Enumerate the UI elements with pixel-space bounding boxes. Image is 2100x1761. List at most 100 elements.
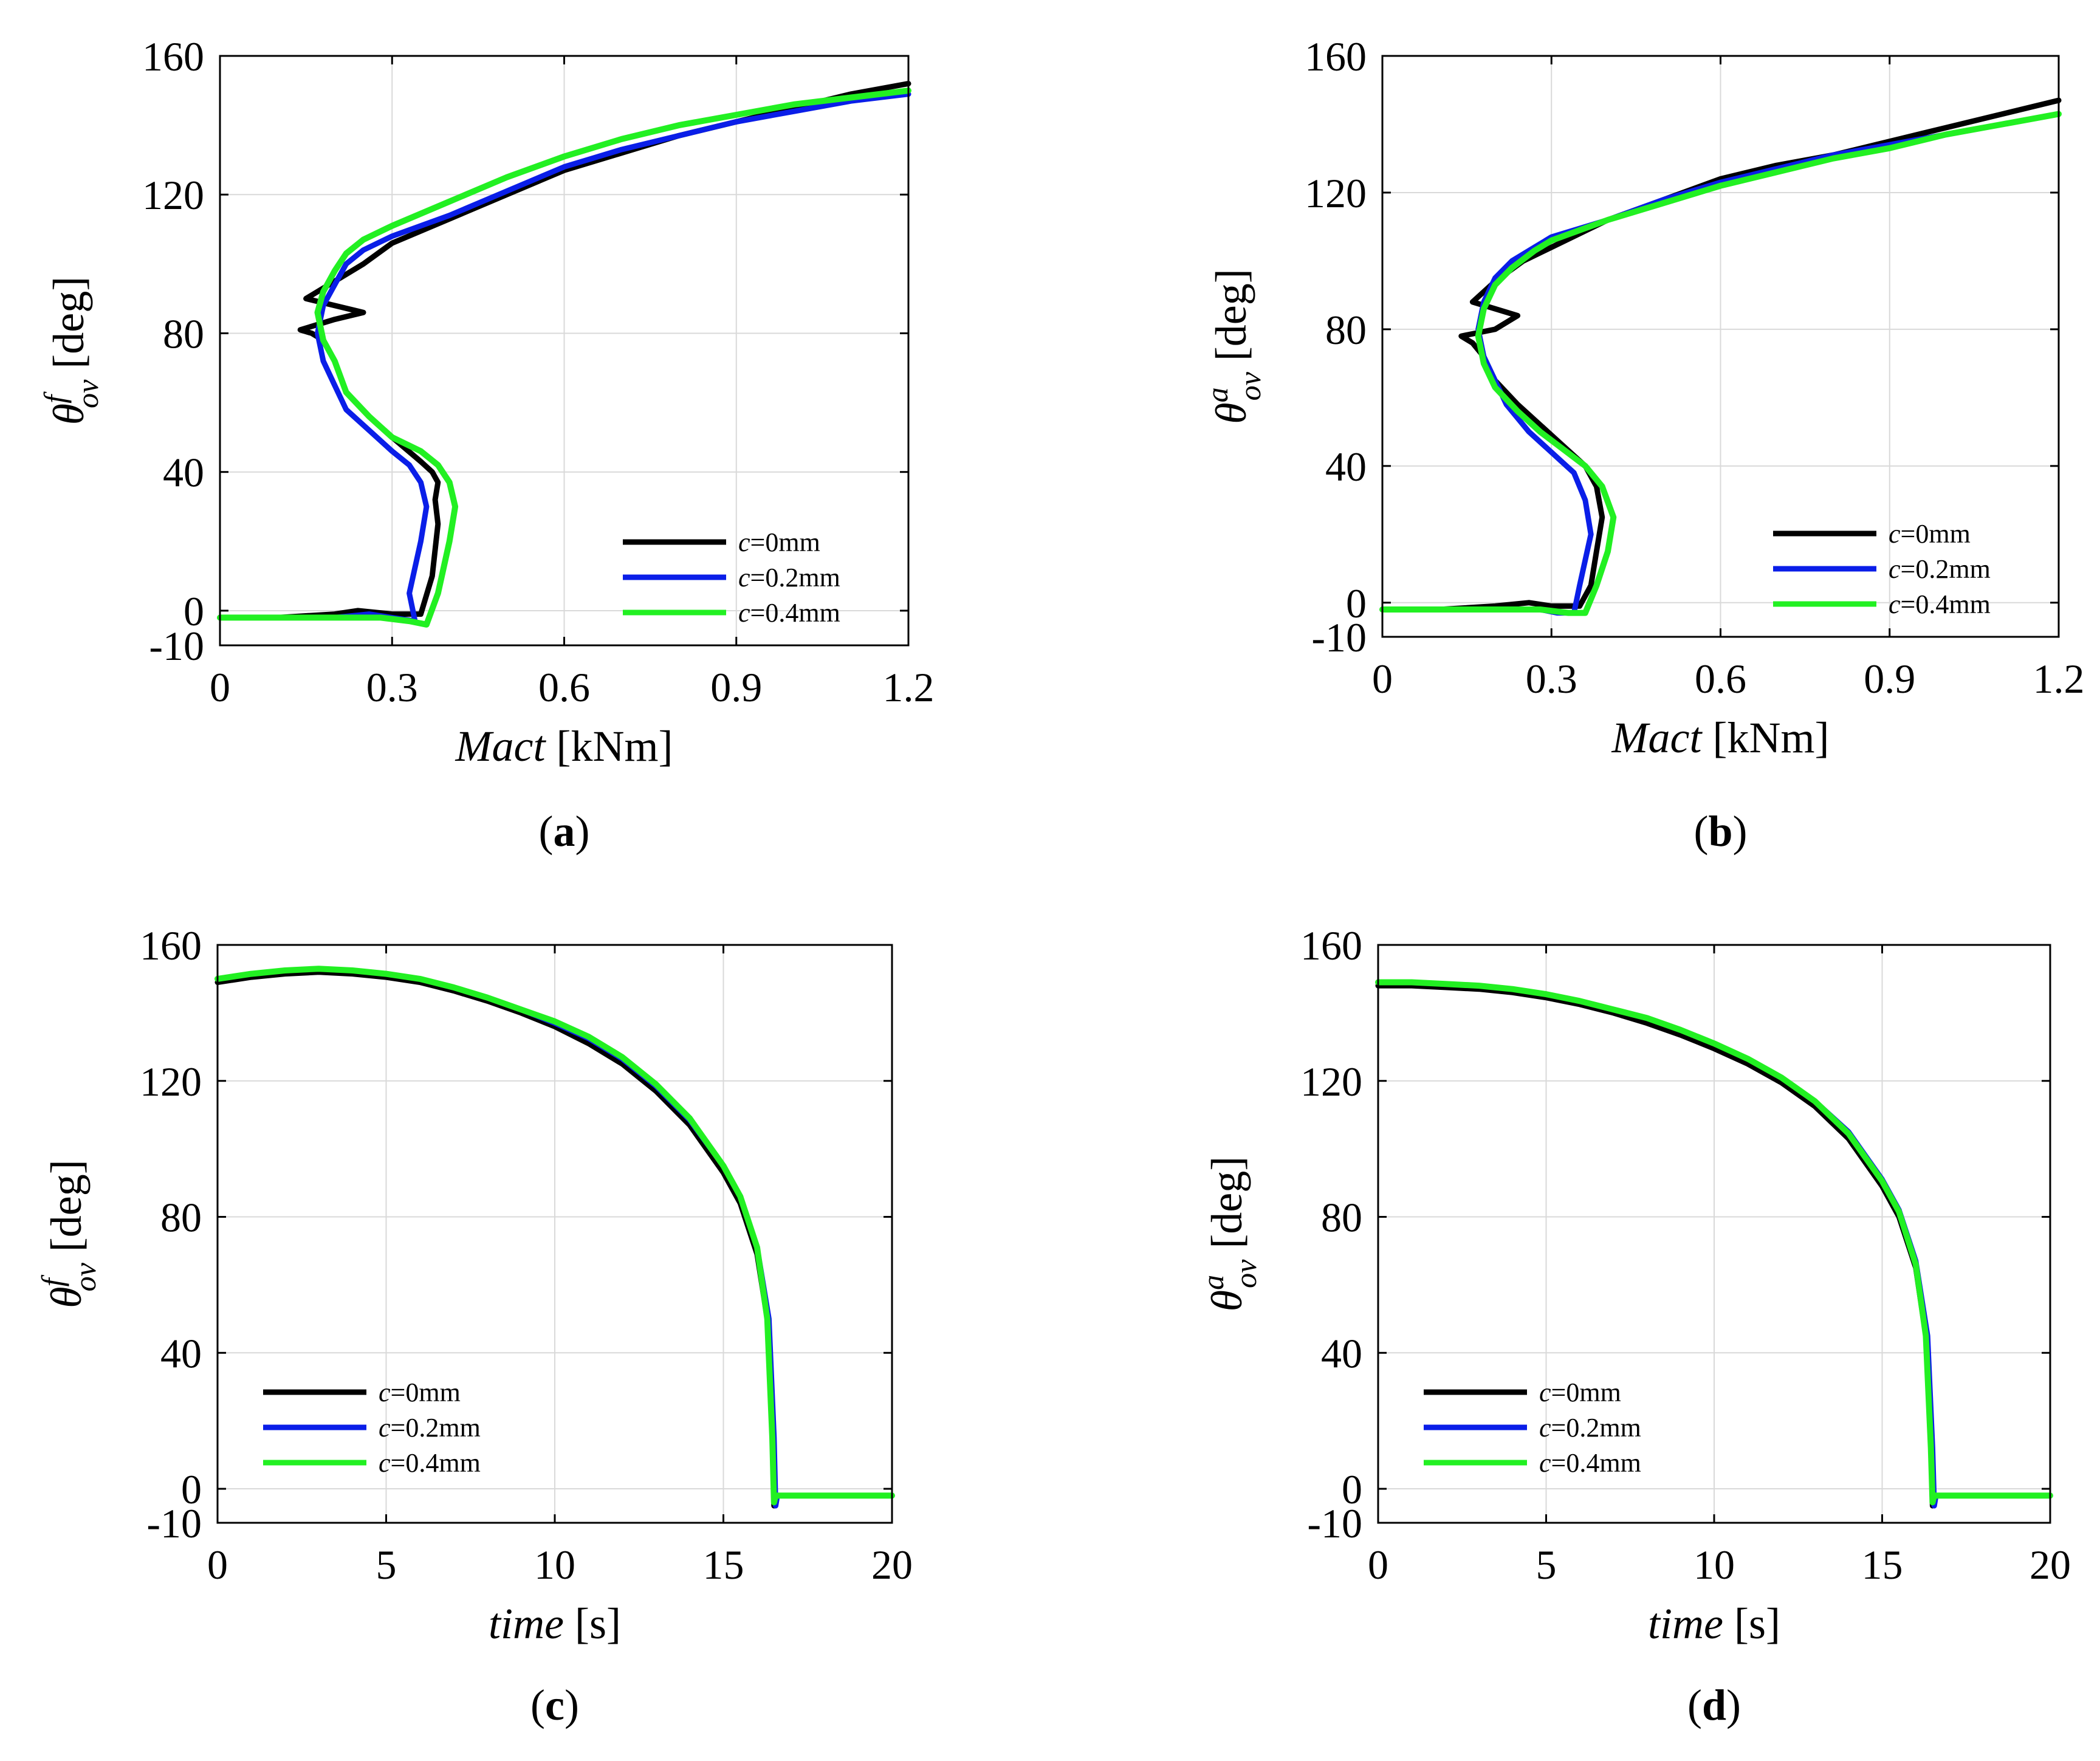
panel-caption-letter: d bbox=[1702, 1681, 1726, 1729]
legend-label-1: c=0mm bbox=[379, 1378, 461, 1407]
x-tick-label: 0 bbox=[1368, 1542, 1388, 1588]
x-tick-label: 20 bbox=[2030, 1542, 2071, 1588]
legend-label-value: =0.2mm bbox=[1551, 1413, 1641, 1443]
x-axis-label-unit: [s] bbox=[1723, 1599, 1780, 1648]
y-axis-label-superscript: a bbox=[1196, 1275, 1230, 1290]
x-axis-label: Mact [kNm] bbox=[455, 722, 673, 771]
y-axis-label-unit: [deg] bbox=[42, 1159, 91, 1263]
legend-label-var: c bbox=[1539, 1378, 1551, 1407]
legend-label-2: c=0.2mm bbox=[379, 1413, 481, 1443]
y-tick-label: 0 bbox=[181, 1466, 202, 1512]
legend-label-var: c bbox=[738, 598, 750, 628]
panel-caption: (a) bbox=[539, 807, 590, 856]
x-tick-label: 5 bbox=[1536, 1542, 1557, 1588]
y-axis-label-subscript: ov bbox=[68, 1262, 102, 1291]
x-tick-label: 0.3 bbox=[1526, 656, 1577, 702]
x-axis-label-unit: [kNm] bbox=[1701, 713, 1829, 762]
legend-label-value: =0mm bbox=[1901, 519, 1971, 549]
y-axis-label: θaov [deg] bbox=[1196, 1156, 1263, 1312]
legend-label-var: c bbox=[1539, 1413, 1551, 1443]
x-axis-label: Mact [kNm] bbox=[1611, 713, 1830, 762]
x-tick-label: 0 bbox=[1372, 656, 1393, 702]
x-tick-label: 0.3 bbox=[366, 664, 418, 710]
panel-caption: (d) bbox=[1687, 1681, 1741, 1729]
x-axis-label-name: Mact bbox=[1611, 713, 1703, 762]
panel-caption-open: ( bbox=[1693, 807, 1708, 856]
legend-label-value: =0.2mm bbox=[750, 563, 840, 592]
legend-label-value: =0.2mm bbox=[391, 1413, 481, 1443]
legend-label-1: c=0mm bbox=[1539, 1378, 1621, 1407]
y-tick-label: 40 bbox=[1325, 444, 1367, 490]
y-axis-label-symbol: θ bbox=[1203, 1290, 1251, 1311]
y-axis-label-unit: [deg] bbox=[44, 276, 93, 380]
x-tick-label: 10 bbox=[534, 1542, 575, 1588]
y-tick-label: 0 bbox=[184, 588, 204, 634]
y-axis-label-unit: [deg] bbox=[1207, 269, 1255, 372]
y-tick-label: 40 bbox=[160, 1330, 202, 1376]
chart-panel-b: 0 0.3 0.6 0.9 1.2 -100 40 80 120 160 Mact [kNm] θao… bbox=[1200, 33, 2085, 856]
x-tick-label: 1.2 bbox=[883, 664, 935, 710]
panel-caption-close: ) bbox=[564, 1681, 579, 1729]
y-axis-label-symbol: θ bbox=[44, 403, 93, 425]
panel-caption-close: ) bbox=[1726, 1681, 1741, 1729]
y-tick-label: 0 bbox=[1342, 1466, 1362, 1512]
x-tick-label: 1.2 bbox=[2033, 656, 2085, 702]
panel-caption-letter: c bbox=[545, 1681, 564, 1729]
y-axis-label-symbol: θ bbox=[42, 1286, 91, 1308]
y-tick-label: 80 bbox=[163, 311, 204, 357]
y-axis-label-symbol: θ bbox=[1207, 402, 1255, 424]
x-tick-label: 5 bbox=[376, 1542, 397, 1588]
panel-caption-letter: b bbox=[1708, 807, 1732, 856]
panel-caption-open: ( bbox=[1687, 1681, 1702, 1729]
legend-label-var: c bbox=[1889, 589, 1901, 619]
chart-panel-d: 0 5 10 15 20 -100 40 80 120 160 time [s] θaov [deg]… bbox=[1196, 922, 2071, 1729]
legend-label-value: =0.4mm bbox=[750, 598, 840, 628]
y-axis-label-subscript: ov bbox=[1229, 1259, 1263, 1288]
panel-caption: (c) bbox=[530, 1681, 579, 1729]
y-tick-label: 160 bbox=[142, 33, 204, 80]
y-tick-label: 40 bbox=[1321, 1330, 1362, 1376]
legend-label-value: =0mm bbox=[750, 527, 820, 557]
legend-label-var: c bbox=[738, 563, 750, 592]
x-tick-label: 15 bbox=[1862, 1542, 1903, 1588]
x-axis-label: time [s] bbox=[1648, 1599, 1780, 1648]
x-axis-label-name: time bbox=[489, 1599, 564, 1648]
x-tick-label: 0.6 bbox=[1695, 656, 1746, 702]
legend-label-var: c bbox=[1889, 554, 1901, 584]
y-tick-label: -10 bbox=[1307, 1500, 1362, 1546]
legend-label-value: =0mm bbox=[1551, 1378, 1621, 1407]
y-tick-label: 120 bbox=[140, 1059, 202, 1105]
series-line-3 bbox=[1379, 111, 2062, 616]
y-tick-label: 80 bbox=[1325, 307, 1367, 353]
legend-label-var: c bbox=[1889, 519, 1901, 549]
y-axis-label-superscript: f bbox=[38, 391, 72, 403]
y-tick-label: -10 bbox=[1311, 614, 1367, 661]
panel-caption-letter: a bbox=[554, 807, 575, 856]
x-tick-label: 0.9 bbox=[710, 664, 762, 710]
series-line-3 bbox=[1375, 979, 2053, 1506]
chart-panel-a: 0 0.3 0.6 0.9 1.2 -100 40 80 120 160 Mact [kNm] θfo… bbox=[38, 33, 935, 856]
x-tick-label: 0.6 bbox=[538, 664, 590, 710]
legend-label-2: c=0.2mm bbox=[738, 563, 840, 592]
panel-caption-close: ) bbox=[575, 807, 590, 856]
y-tick-label: 0 bbox=[1346, 580, 1367, 626]
legend-label-value: =0.2mm bbox=[1901, 554, 1991, 584]
y-tick-label: 80 bbox=[1321, 1195, 1362, 1241]
y-tick-label: 120 bbox=[142, 172, 204, 218]
series-line-3 bbox=[217, 88, 911, 628]
series-line-3 bbox=[214, 966, 895, 1506]
legend-label-3: c=0.4mm bbox=[738, 598, 840, 628]
panel-caption: (b) bbox=[1693, 807, 1747, 856]
y-axis-label-unit: [deg] bbox=[1203, 1156, 1251, 1260]
legend-label-value: =0mm bbox=[391, 1378, 461, 1407]
panel-caption-open: ( bbox=[539, 807, 554, 856]
y-tick-label: 120 bbox=[1305, 170, 1367, 216]
x-tick-label: 0.9 bbox=[1864, 656, 1915, 702]
x-tick-label: 0 bbox=[207, 1542, 228, 1588]
y-tick-label: -10 bbox=[149, 623, 204, 669]
x-axis-label: time [s] bbox=[489, 1599, 621, 1648]
y-axis-label-superscript: f bbox=[35, 1274, 69, 1286]
legend-label-3: c=0.4mm bbox=[1889, 589, 1991, 619]
y-tick-label: 160 bbox=[1305, 33, 1367, 80]
